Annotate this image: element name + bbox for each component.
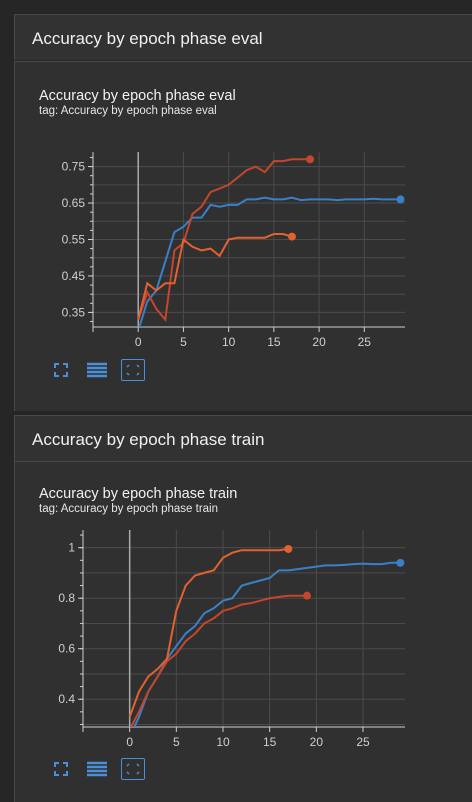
y-tick-label: 0.75: [62, 160, 86, 174]
x-tick-label: 15: [263, 735, 277, 749]
series-line-2: [137, 233, 293, 320]
x-tick-label: 10: [216, 735, 230, 749]
y-tick-label: 0.6: [58, 642, 75, 656]
section-header-train[interactable]: Accuracy by epoch phase train: [14, 415, 472, 461]
x-tick-label: 0: [126, 735, 133, 749]
chart-title: Accuracy by epoch phase eval: [39, 88, 236, 104]
series-line-1: [137, 158, 310, 323]
x-tick-label: 10: [222, 335, 236, 349]
y-tick-label: 0.4: [58, 692, 75, 706]
series-line-2: [128, 547, 289, 718]
chart-toolbar: [49, 359, 157, 381]
section-header-eval[interactable]: Accuracy by epoch phase eval: [14, 14, 472, 60]
expand-chart-icon[interactable]: [121, 359, 145, 381]
chart-title: Accuracy by epoch phase train: [39, 486, 238, 502]
chart-tag: tag: Accuracy by epoch phase train: [39, 503, 218, 515]
chart-eval[interactable]: 0 5 10 15 20 25 0.35 0.45 0.55 0.65 0.75: [15, 62, 472, 352]
series-line-0: [138, 196, 401, 327]
series-end-point-1: [303, 591, 311, 600]
x-tick-label: 25: [358, 335, 372, 349]
series-line-1: [129, 594, 307, 727]
y-tick-label: 0.65: [62, 196, 86, 210]
y-tick-label: 0.45: [62, 269, 86, 283]
x-tick-label: 5: [180, 335, 187, 349]
y-tick-label: 0.8: [58, 591, 75, 605]
fit-domain-icon[interactable]: [49, 359, 73, 381]
x-tick-label: 0: [135, 335, 142, 349]
chart-train[interactable]: 0 5 10 15 20 25 0.4 0.6 0.8 1: [15, 462, 472, 752]
x-tick-label: 15: [267, 335, 281, 349]
section-title: Accuracy by epoch phase eval: [32, 29, 263, 48]
series-end-point-1: [306, 155, 315, 164]
x-tick-label: 5: [173, 735, 180, 749]
toggle-log-scale-icon[interactable]: [85, 758, 109, 780]
y-tick-label: 1: [68, 541, 75, 555]
x-tick-label: 25: [356, 735, 370, 749]
chart-card-train: Accuracy by epoch phase train tag: Accur…: [14, 461, 472, 802]
chart-tag: tag: Accuracy by epoch phase eval: [39, 105, 217, 117]
chart-card-eval: Accuracy by epoch phase eval tag: Accura…: [14, 61, 472, 411]
y-tick-label: 0.35: [62, 305, 86, 319]
x-tick-label: 20: [312, 335, 326, 349]
section-title: Accuracy by epoch phase train: [32, 430, 265, 449]
y-tick-label: 0.55: [62, 233, 86, 247]
fit-domain-icon[interactable]: [49, 758, 73, 780]
series-line-0: [133, 561, 401, 727]
series-end-point-0: [396, 195, 405, 204]
toggle-log-scale-icon[interactable]: [85, 359, 109, 381]
chart-toolbar: [49, 758, 157, 780]
expand-chart-icon[interactable]: [121, 758, 145, 780]
x-tick-label: 20: [310, 735, 324, 749]
series-end-point-0: [396, 558, 405, 567]
series-end-point-2: [284, 544, 293, 553]
series-end-point-2: [287, 232, 296, 241]
